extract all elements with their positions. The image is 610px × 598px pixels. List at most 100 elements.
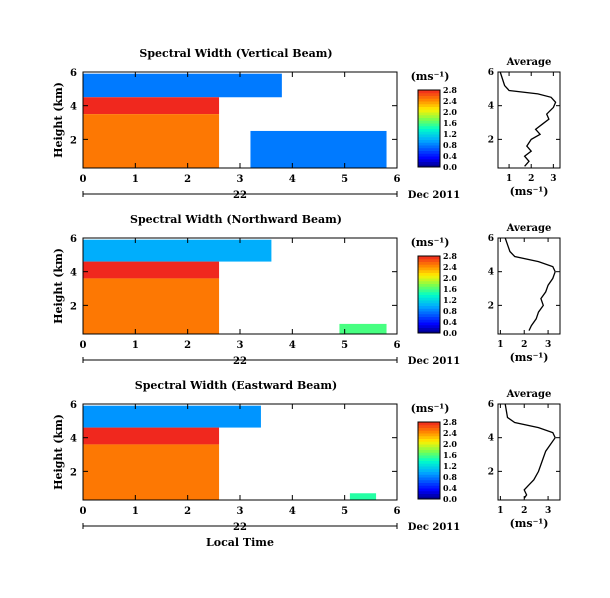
- colorbar-segment: [418, 261, 440, 265]
- colorbar-tick-label: 1.6: [443, 450, 457, 460]
- colorbar-segment: [418, 466, 440, 470]
- date-label: Dec 2011: [408, 356, 460, 367]
- colorbar-segment: [418, 449, 440, 453]
- average-y-tick-label: 6: [488, 234, 494, 244]
- colorbar-tick-label: 1.2: [443, 129, 457, 139]
- average-y-tick-label: 2: [488, 135, 494, 145]
- colorbar-tick-label: 2.8: [443, 417, 457, 427]
- colorbar-segment: [418, 452, 440, 456]
- colorbar-tick-label: 1.6: [443, 284, 457, 294]
- panel-title: Spectral Width (Vertical Beam): [139, 47, 332, 60]
- panel-title: Spectral Width (Eastward Beam): [135, 379, 337, 392]
- heatmap-cell: [83, 444, 220, 500]
- colorbar-segment: [418, 267, 440, 271]
- colorbar-segment: [418, 455, 440, 459]
- colorbar-segment: [418, 289, 440, 293]
- colorbar-segment: [418, 330, 440, 334]
- average-y-tick-label: 4: [488, 434, 494, 444]
- colorbar-segment: [418, 156, 440, 160]
- colorbar-segment: [418, 308, 440, 312]
- x-tick-label: 6: [394, 174, 401, 185]
- colorbar-segment: [418, 493, 440, 497]
- colorbar-segment: [418, 457, 440, 461]
- heatmap-cell: [83, 261, 220, 279]
- colorbar-tick-label: 2.8: [443, 85, 457, 95]
- average-y-tick-label: 6: [488, 68, 494, 78]
- x-tick-label: 3: [237, 340, 244, 351]
- colorbar-segment: [418, 444, 440, 448]
- colorbar-segment: [418, 114, 440, 118]
- average-x-tick-label: 3: [550, 174, 556, 184]
- heatmap-cell: [83, 405, 261, 428]
- colorbar-tick-label: 0.0: [443, 328, 457, 338]
- x-tick-label: 1: [132, 174, 139, 185]
- average-profile-line: [499, 71, 557, 167]
- colorbar-segment: [418, 145, 440, 149]
- colorbar-segment: [418, 463, 440, 467]
- colorbar-segment: [418, 161, 440, 165]
- colorbar-tick-label: 0.0: [443, 494, 457, 504]
- colorbar-unit: (ms⁻¹): [411, 70, 450, 83]
- colorbar-segment: [418, 441, 440, 445]
- x-tick-label: 5: [341, 506, 348, 517]
- y-tick-label: 6: [70, 234, 77, 245]
- y-axis-label: Height (km): [52, 414, 65, 490]
- colorbar-segment: [418, 433, 440, 437]
- colorbar-tick-label: 0.4: [443, 151, 457, 161]
- x-tick-label: 3: [237, 174, 244, 185]
- colorbar-segment: [418, 283, 440, 287]
- x-tick-label: 1: [132, 506, 139, 517]
- colorbar-segment: [418, 272, 440, 276]
- colorbar-segment: [418, 313, 440, 317]
- average-x-label: (ms⁻¹): [510, 185, 549, 198]
- panel-1: Spectral Width (Northward Beam) 0 1 2 3 4 5 6 2 4…: [52, 213, 561, 367]
- colorbar-segment: [418, 322, 440, 326]
- colorbar-segment: [418, 136, 440, 140]
- colorbar-segment: [418, 427, 440, 431]
- colorbar-segment: [418, 460, 440, 464]
- x-tick-label: 0: [80, 506, 87, 517]
- colorbar-segment: [418, 468, 440, 472]
- panel-0: Spectral Width (Vertical Beam) 0 1 2 3 4 5 6 2 4 6…: [52, 47, 561, 201]
- colorbar-frame: [417, 255, 441, 334]
- average-x-tick-label: 1: [497, 340, 503, 350]
- colorbar-frame: [417, 421, 441, 500]
- heatmap-cell: [83, 239, 272, 262]
- x-tick-label: 5: [341, 174, 348, 185]
- y-tick-label: 2: [70, 301, 77, 312]
- colorbar-segment: [418, 92, 440, 96]
- average-frame: [497, 237, 561, 335]
- colorbar-tick-label: 2.0: [443, 439, 457, 449]
- colorbar-segment: [418, 482, 440, 486]
- colorbar-segment: [418, 438, 440, 442]
- colorbar-segment: [418, 280, 440, 284]
- colorbar-segment: [418, 305, 440, 309]
- average-profile-line: [504, 403, 556, 499]
- colorbar-segment: [418, 319, 440, 323]
- heatmap-cell: [83, 278, 220, 334]
- x-axis-label: Local Time: [206, 536, 274, 549]
- colorbar-segment: [418, 134, 440, 138]
- colorbar-tick-label: 2.4: [443, 262, 457, 272]
- colorbar-tick-label: 1.2: [443, 295, 457, 305]
- colorbar-tick-label: 2.4: [443, 428, 457, 438]
- colorbar-segment: [418, 117, 440, 121]
- average-x-tick-label: 3: [545, 340, 551, 350]
- colorbar-tick-label: 2.0: [443, 273, 457, 283]
- x-tick-label: 2: [184, 506, 191, 517]
- colorbar-segment: [418, 128, 440, 132]
- colorbar-tick-label: 1.2: [443, 461, 457, 471]
- colorbar-tick-label: 0.0: [443, 162, 457, 172]
- colorbar-segment: [418, 125, 440, 129]
- colorbar-tick-label: 2.4: [443, 96, 457, 106]
- heatmap-cell: [83, 114, 220, 168]
- colorbar-segment: [418, 95, 440, 99]
- colorbar-segment: [418, 103, 440, 107]
- x-tick-label: 5: [341, 340, 348, 351]
- y-tick-label: 2: [70, 467, 77, 478]
- colorbar-segment: [418, 150, 440, 154]
- average-x-tick-label: 1: [497, 506, 503, 516]
- date-label: Dec 2011: [408, 190, 460, 201]
- day-label: 22: [233, 190, 247, 201]
